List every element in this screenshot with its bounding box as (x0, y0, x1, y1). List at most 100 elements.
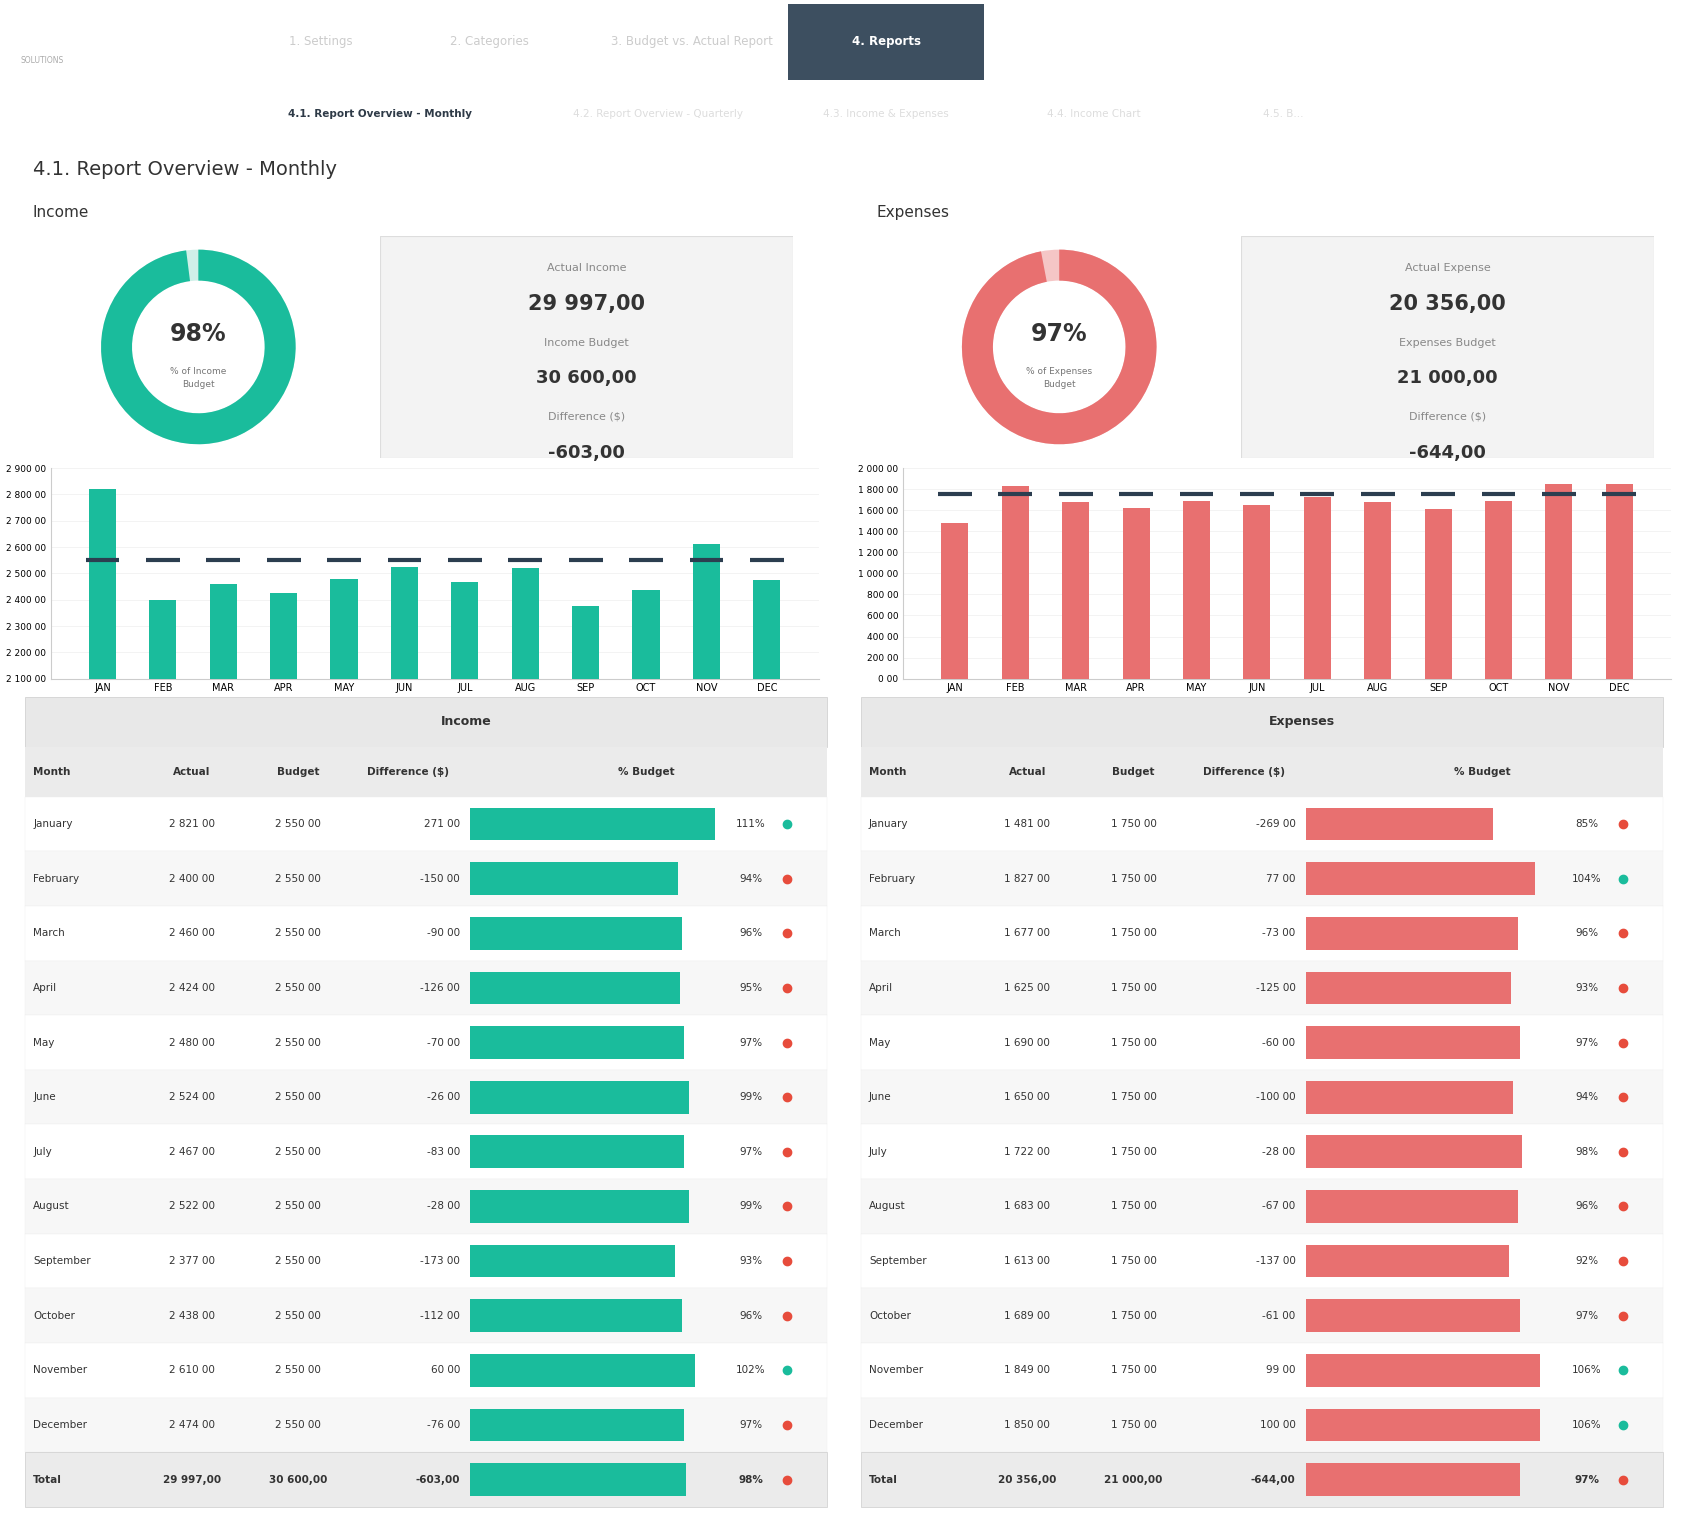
Text: 2. Categories: 2. Categories (451, 35, 528, 49)
Bar (331, 578, 358, 1231)
Text: 1 750 00: 1 750 00 (1111, 1310, 1156, 1321)
Text: 97%: 97% (739, 1147, 763, 1157)
Text: % Budget: % Budget (618, 767, 675, 776)
Bar (1364, 502, 1391, 679)
Text: 1 750 00: 1 750 00 (1111, 1420, 1156, 1430)
Bar (25, 747, 827, 796)
Bar (25, 1179, 827, 1234)
Text: 98%: 98% (1575, 1147, 1599, 1157)
Text: 93%: 93% (1575, 984, 1599, 993)
Text: 30 600,00: 30 600,00 (268, 1475, 327, 1484)
Bar (1307, 917, 1518, 950)
Bar (942, 523, 969, 679)
Text: 1 750 00: 1 750 00 (1111, 1365, 1156, 1376)
Text: 1 625 00: 1 625 00 (1004, 984, 1050, 993)
Text: 96%: 96% (1575, 929, 1599, 938)
Text: 2 467 00: 2 467 00 (169, 1147, 214, 1157)
Text: Month: Month (869, 767, 906, 776)
Text: 1 650 00: 1 650 00 (1004, 1092, 1050, 1103)
Text: 1 750 00: 1 750 00 (1111, 1092, 1156, 1103)
Text: 1 613 00: 1 613 00 (1004, 1257, 1050, 1266)
Text: 4.4. Income Chart: 4.4. Income Chart (1047, 110, 1141, 119)
Text: 1 750 00: 1 750 00 (1111, 1147, 1156, 1157)
Bar (1307, 808, 1494, 840)
Bar (861, 1071, 1663, 1124)
Bar (471, 1190, 689, 1223)
Bar (1307, 971, 1511, 1005)
Bar (25, 1452, 827, 1507)
Bar (1307, 1190, 1518, 1223)
Text: 1 481 00: 1 481 00 (1004, 819, 1050, 830)
Text: 2 474 00: 2 474 00 (169, 1420, 214, 1430)
Bar (25, 1397, 827, 1452)
Text: -60 00: -60 00 (1263, 1037, 1295, 1048)
Text: -150 00: -150 00 (420, 874, 459, 883)
Text: -125 00: -125 00 (1256, 984, 1295, 993)
Bar (471, 862, 677, 895)
Text: -70 00: -70 00 (427, 1037, 459, 1048)
Bar (861, 1289, 1663, 1344)
Text: 2 550 00: 2 550 00 (275, 1037, 321, 1048)
Bar (861, 1344, 1663, 1397)
Bar (861, 697, 1663, 747)
Text: 2 550 00: 2 550 00 (275, 1257, 321, 1266)
Text: % of Income
Budget: % of Income Budget (170, 368, 226, 389)
Bar (861, 1397, 1663, 1452)
Text: % Budget: % Budget (1453, 767, 1511, 776)
Text: 20 356,00: 20 356,00 (1389, 294, 1506, 314)
Text: 95%: 95% (739, 984, 763, 993)
Text: 92%: 92% (1575, 1257, 1599, 1266)
Bar (1545, 483, 1573, 679)
Text: 2 550 00: 2 550 00 (275, 984, 321, 993)
Text: 94%: 94% (1575, 1092, 1599, 1103)
Text: 1 690 00: 1 690 00 (1004, 1037, 1050, 1048)
Text: 99%: 99% (739, 1202, 763, 1211)
Bar (572, 605, 599, 1231)
Text: 2 550 00: 2 550 00 (275, 1420, 321, 1430)
Bar (471, 1462, 687, 1496)
Bar (471, 1026, 684, 1058)
Bar (1307, 1462, 1519, 1496)
Text: December: December (34, 1420, 88, 1430)
Text: 2 550 00: 2 550 00 (275, 929, 321, 938)
Text: Difference ($): Difference ($) (549, 412, 625, 421)
Text: 2 550 00: 2 550 00 (275, 1365, 321, 1376)
Bar (25, 1289, 827, 1344)
Bar (1307, 862, 1534, 895)
Bar (25, 1234, 827, 1289)
Text: 102%: 102% (736, 1365, 766, 1376)
Text: Actual: Actual (1008, 767, 1047, 776)
Text: 98%: 98% (170, 322, 226, 346)
Text: -269 00: -269 00 (1256, 819, 1295, 830)
Bar (25, 1016, 827, 1071)
Text: January: January (34, 819, 73, 830)
Bar (451, 583, 478, 1231)
Bar (471, 1354, 695, 1386)
Text: January: January (869, 819, 908, 830)
Text: -644,00: -644,00 (1251, 1475, 1295, 1484)
Text: Expenses Budget: Expenses Budget (1399, 339, 1496, 348)
Bar (25, 851, 827, 906)
Text: -603,00: -603,00 (549, 444, 625, 462)
Bar (861, 851, 1663, 906)
Text: 4.1. Report Overview - Monthly: 4.1. Report Overview - Monthly (287, 110, 473, 119)
Bar (471, 971, 680, 1005)
Text: 2 550 00: 2 550 00 (275, 1202, 321, 1211)
Text: 1 750 00: 1 750 00 (1111, 1202, 1156, 1211)
Text: 97%: 97% (1031, 322, 1087, 346)
Bar (1244, 505, 1271, 679)
Bar (861, 1179, 1663, 1234)
Text: 94%: 94% (739, 874, 763, 883)
Bar (25, 796, 827, 851)
Text: 1 850 00: 1 850 00 (1004, 1420, 1050, 1430)
Bar (1062, 502, 1089, 679)
Text: -28 00: -28 00 (1263, 1147, 1295, 1157)
Text: 2 550 00: 2 550 00 (275, 1310, 321, 1321)
Text: 2 550 00: 2 550 00 (275, 1092, 321, 1103)
Text: 2 550 00: 2 550 00 (275, 874, 321, 883)
Text: -28 00: -28 00 (427, 1202, 459, 1211)
Text: August: August (34, 1202, 69, 1211)
Text: Actual Income: Actual Income (547, 262, 626, 273)
Text: 85%: 85% (1575, 819, 1599, 830)
Bar (861, 1016, 1663, 1071)
